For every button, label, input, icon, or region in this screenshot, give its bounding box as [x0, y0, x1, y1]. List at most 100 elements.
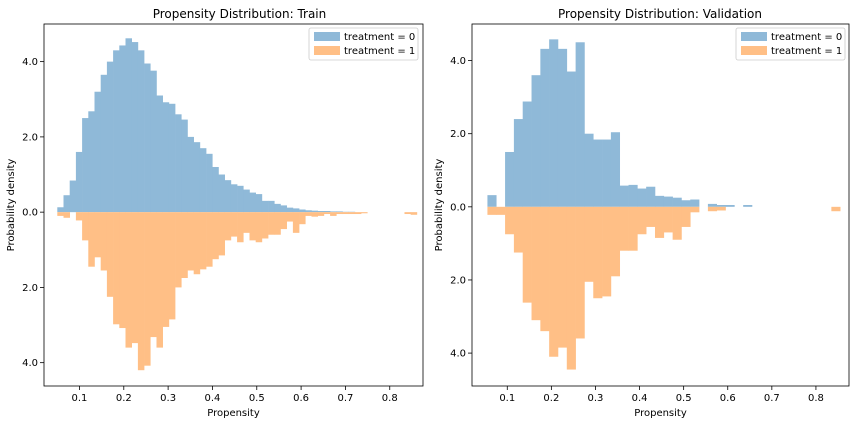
bar-treatment-1	[664, 207, 673, 233]
bar-treatment-0	[163, 102, 170, 212]
bar-treatment-1	[646, 207, 655, 227]
bar-treatment-0	[305, 210, 312, 212]
bar-treatment-1	[95, 212, 102, 257]
bar-treatment-1	[212, 212, 219, 259]
bar-treatment-1	[175, 212, 182, 287]
bar-treatment-0	[107, 62, 114, 213]
bar-treatment-0	[664, 197, 673, 207]
bar-treatment-0	[487, 195, 496, 207]
x-tick-label: 0.5	[249, 393, 265, 404]
bar-treatment-1	[330, 212, 337, 216]
chart-title: Propensity Distribution: Train	[153, 7, 327, 21]
x-tick-label: 0.7	[337, 393, 353, 404]
bar-treatment-0	[274, 204, 281, 212]
y-tick-label: 0.0	[22, 208, 38, 219]
x-tick-label: 0.1	[499, 393, 515, 404]
y-tick-label: 4.0	[22, 358, 38, 369]
bar-treatment-0	[514, 119, 523, 207]
bar-treatment-0	[119, 45, 126, 212]
bar-treatment-0	[505, 152, 514, 207]
bar-treatment-0	[206, 154, 213, 212]
legend-swatch-treatment-1	[314, 46, 340, 55]
bar-treatment-1	[602, 207, 611, 297]
bar-treatment-0	[584, 134, 593, 207]
bar-treatment-0	[567, 72, 576, 207]
bar-treatment-1	[243, 212, 250, 233]
bars	[487, 39, 840, 369]
bar-treatment-1	[342, 212, 349, 214]
bar-treatment-0	[95, 92, 102, 212]
bar-treatment-0	[287, 208, 294, 213]
bar-treatment-1	[206, 212, 213, 267]
bar-treatment-1	[708, 207, 717, 211]
x-tick-label: 0.3	[160, 393, 176, 404]
y-tick-label: 4.0	[450, 56, 466, 67]
bar-treatment-1	[637, 207, 646, 234]
bar-treatment-1	[231, 212, 238, 236]
legend-label-treatment-0: treatment = 0	[344, 32, 415, 43]
bar-treatment-0	[156, 96, 163, 213]
bar-treatment-1	[293, 212, 300, 233]
bar-treatment-1	[225, 212, 232, 240]
bar-treatment-1	[150, 212, 157, 337]
bar-treatment-1	[138, 212, 145, 370]
bar-treatment-1	[629, 207, 638, 251]
x-tick-label: 0.2	[543, 393, 559, 404]
bar-treatment-0	[726, 205, 735, 207]
bar-treatment-1	[156, 212, 163, 347]
bar-treatment-0	[540, 49, 549, 207]
bar-treatment-1	[584, 207, 593, 282]
bar-treatment-1	[262, 212, 269, 238]
bar-treatment-1	[218, 212, 225, 255]
x-axis-label: Propensity	[634, 408, 687, 419]
bar-treatment-0	[175, 114, 182, 212]
x-tick-label: 0.2	[116, 393, 132, 404]
bar-treatment-1	[673, 207, 682, 240]
bar-treatment-1	[119, 212, 126, 328]
x-tick-label: 0.8	[382, 393, 398, 404]
bar-treatment-0	[194, 142, 201, 212]
bar-treatment-0	[280, 205, 287, 212]
y-tick-label: 2.0	[450, 129, 466, 140]
bar-treatment-0	[231, 184, 238, 212]
bar-treatment-0	[237, 186, 244, 212]
bar-treatment-1	[88, 212, 95, 267]
bar-treatment-1	[126, 212, 133, 347]
bar-treatment-1	[549, 207, 558, 357]
bar-treatment-0	[324, 211, 331, 212]
bar-treatment-1	[113, 212, 120, 324]
bar-treatment-1	[567, 207, 576, 370]
bar-treatment-0	[82, 118, 89, 212]
legend-swatch-treatment-0	[741, 32, 767, 41]
bar-treatment-0	[249, 193, 256, 213]
bar-treatment-1	[163, 212, 170, 327]
bar-treatment-0	[243, 190, 250, 213]
bar-treatment-0	[212, 167, 219, 212]
x-tick-label: 0.4	[632, 393, 648, 404]
bar-treatment-1	[717, 207, 726, 211]
bar-treatment-0	[532, 75, 541, 207]
bar-treatment-1	[318, 212, 325, 216]
bar-treatment-0	[629, 185, 638, 207]
bar-treatment-0	[132, 42, 139, 212]
bar-treatment-0	[293, 208, 300, 212]
bar-treatment-1	[411, 212, 418, 215]
bar-treatment-0	[262, 201, 269, 212]
bar-treatment-0	[181, 120, 188, 213]
bar-treatment-0	[655, 196, 664, 207]
bar-treatment-1	[82, 212, 89, 240]
bar-treatment-0	[311, 211, 318, 213]
bar-treatment-1	[268, 212, 275, 235]
bar-treatment-1	[280, 212, 287, 229]
y-tick-label: 2.0	[22, 283, 38, 294]
bar-treatment-1	[505, 207, 514, 234]
y-axis-label: Probability density	[6, 159, 17, 252]
bar-treatment-0	[225, 180, 232, 212]
bar-treatment-1	[361, 212, 368, 213]
bar-treatment-1	[299, 212, 306, 224]
bar-treatment-1	[311, 212, 318, 217]
